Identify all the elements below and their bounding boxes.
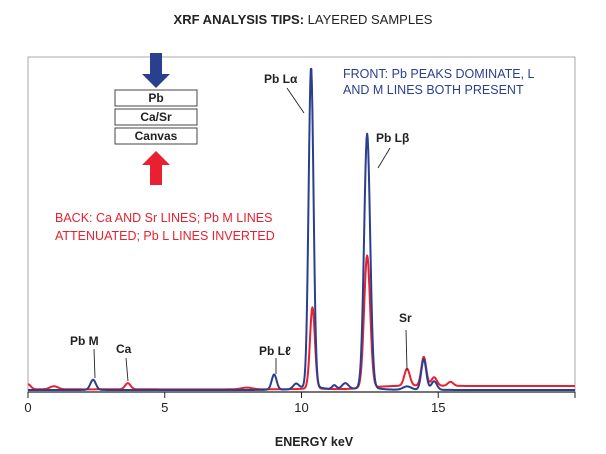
annotation-pb-lb: Pb Lβ xyxy=(376,131,409,145)
annotation-pb-ll: Pb Lℓ xyxy=(259,344,291,358)
leader-ca xyxy=(125,357,129,382)
layer-diagram: Pb Ca/Sr Canvas xyxy=(114,53,198,185)
layer-ca-sr-box xyxy=(114,108,198,126)
back-note-line-1: BACK: Ca AND Sr LINES; Pb M LINES xyxy=(55,211,272,225)
back-note-line-2: ATTENUATED; Pb L LINES INVERTED xyxy=(55,229,275,243)
title-rest: LAYERED SAMPLES xyxy=(304,12,433,27)
x-tick-label: 15 xyxy=(431,400,445,415)
annotation-pb-la: Pb Lα xyxy=(264,72,298,86)
leader-pb-lb xyxy=(377,147,391,169)
layer-ca-sr-label: Ca/Sr xyxy=(140,110,172,124)
leader-pb-m xyxy=(93,348,96,379)
layer-pb-label: Pb xyxy=(148,91,163,105)
layer-canvas-label: Canvas xyxy=(135,129,178,143)
title-bold: XRF ANALYSIS TIPS: xyxy=(174,12,305,27)
leader-pb-la xyxy=(286,87,305,114)
annotation-sr: Sr xyxy=(399,311,412,325)
back-arrow-icon xyxy=(142,151,170,185)
annotation-pb-m: Pb M xyxy=(70,334,99,348)
annotation-leaders xyxy=(93,87,408,382)
leader-sr xyxy=(405,329,408,371)
layer-canvas-box xyxy=(114,127,198,145)
annotation-ca: Ca xyxy=(116,342,132,356)
chart-title: XRF ANALYSIS TIPS: LAYERED SAMPLES xyxy=(174,12,433,27)
x-axis-label: ENERGY keV xyxy=(275,435,354,449)
front-note-line-1: FRONT: Pb PEAKS DOMINATE, L xyxy=(343,67,535,81)
front-arrow-icon xyxy=(142,53,170,88)
x-tick-label: 0 xyxy=(24,400,31,415)
x-tick-label: 5 xyxy=(161,400,168,415)
front-spectrum-line xyxy=(27,67,576,391)
layer-pb-box xyxy=(114,89,198,107)
x-tick-label: 10 xyxy=(294,400,308,415)
front-note-line-2: AND M LINES BOTH PRESENT xyxy=(343,83,524,97)
